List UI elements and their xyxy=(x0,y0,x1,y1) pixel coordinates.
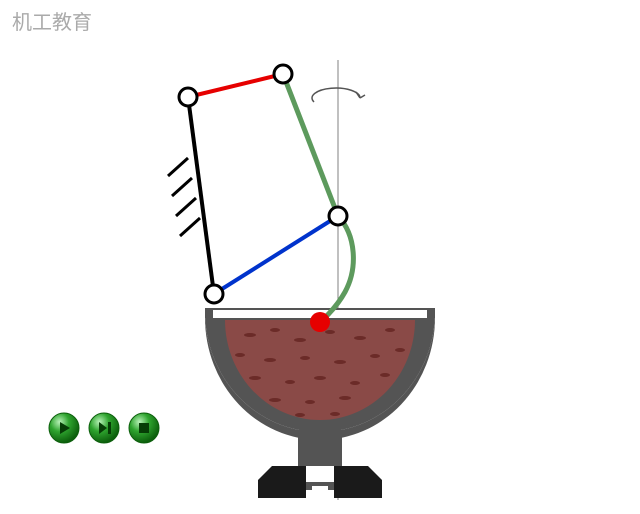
joint-C xyxy=(329,207,347,225)
play-button[interactable] xyxy=(48,412,80,444)
link-CD xyxy=(214,216,338,294)
joint-B xyxy=(274,65,292,83)
mixing-bowl xyxy=(205,308,435,498)
stop-button[interactable] xyxy=(128,412,160,444)
stirrer-tip xyxy=(310,312,330,332)
link-AB xyxy=(188,74,283,97)
link-BC xyxy=(283,74,338,216)
joint-D xyxy=(205,285,223,303)
stirrer-arm xyxy=(320,216,353,322)
joint-A xyxy=(179,88,197,106)
ground-symbol xyxy=(168,158,200,236)
step-button[interactable] xyxy=(88,412,120,444)
link-DA xyxy=(188,97,214,294)
